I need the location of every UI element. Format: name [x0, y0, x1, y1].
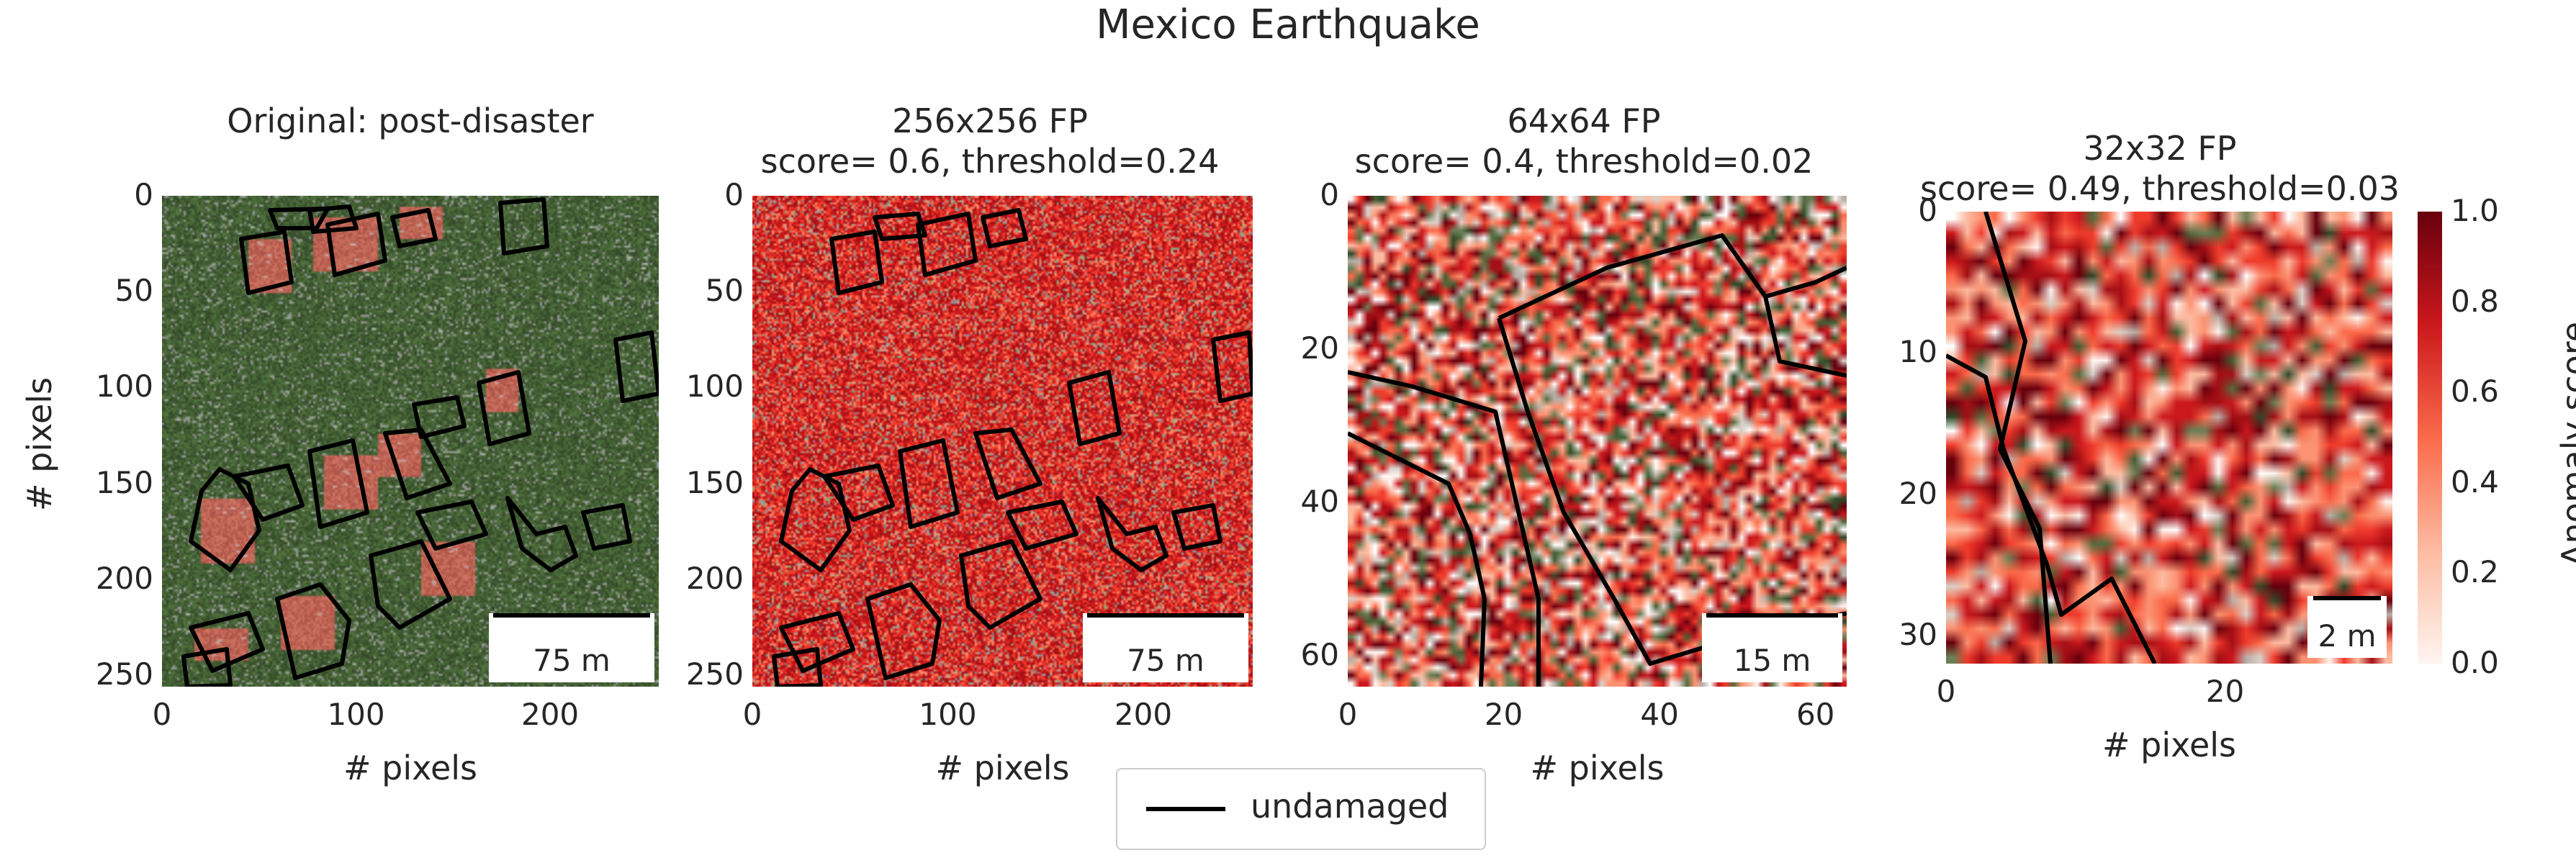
- panel-1-ylabel: # pixels: [20, 377, 59, 511]
- colorbar-tick-label: 0.6: [2451, 374, 2499, 410]
- y-tick-label: 10: [1899, 334, 1937, 370]
- y-tick-label: 0: [724, 177, 744, 212]
- x-tick-label: 0: [742, 697, 762, 732]
- scale-bar-label: 75 m: [533, 643, 611, 678]
- y-tick-label: 0: [134, 177, 153, 212]
- x-tick-label: 20: [2205, 674, 2245, 709]
- x-tick-label: 0: [1936, 674, 1956, 709]
- x-tick-label: 100: [919, 697, 977, 732]
- y-tick-label: 60: [1300, 637, 1339, 673]
- colorbar-tick-label: 0.8: [2451, 283, 2499, 319]
- panel-3-title-line1: 64x64 FP: [1507, 101, 1661, 140]
- y-tick-label: 150: [95, 464, 153, 500]
- panel-1-xlabel: # pixels: [343, 749, 477, 787]
- building-outlines: [181, 197, 659, 687]
- y-tick-label: 0: [1320, 177, 1339, 212]
- panel-4-title-line2: score= 0.49, threshold=0.03: [1919, 169, 2400, 208]
- y-tick-label: 250: [685, 656, 744, 692]
- y-tick-label: 200: [685, 560, 744, 596]
- panel-4-anomaly-image: 2 m: [1946, 212, 2392, 664]
- scale-bar: 2 m: [2307, 596, 2387, 658]
- panel-3-title-line2: score= 0.4, threshold=0.02: [1354, 142, 1814, 181]
- figure-title: Mexico Earthquake: [1096, 1, 1480, 48]
- scale-bar-label: 15 m: [1733, 643, 1811, 678]
- panel-4-title-line1: 32x32 FP: [2083, 129, 2237, 168]
- scale-bar: 15 m: [1702, 613, 1842, 682]
- colorbar-tick-label: 0.4: [2451, 464, 2499, 500]
- colorbar-tick-label: 0.2: [2451, 554, 2499, 590]
- panel-1-title: Original: post-disaster: [227, 101, 594, 140]
- colorbar-label: Anomaly score: [2554, 322, 2576, 566]
- anomaly-map-canvas: [1946, 212, 2392, 664]
- legend-label: undamaged: [1251, 787, 1449, 826]
- panel-2-title-line2: score= 0.6, threshold=0.24: [760, 142, 1220, 181]
- building-outlines: [772, 208, 1253, 687]
- panel-2-anomaly-image: 75 m: [752, 196, 1253, 687]
- scale-bar: 75 m: [489, 613, 654, 682]
- panel-2-xlabel: # pixels: [935, 749, 1070, 787]
- colorbar-tick-label: 0.0: [2451, 645, 2499, 680]
- x-tick-label: 200: [521, 697, 580, 732]
- legend: undamaged: [1116, 768, 1486, 850]
- y-tick-label: 50: [114, 273, 153, 309]
- colorbar-tick-label: 1.0: [2451, 193, 2499, 228]
- anomaly-map-canvas: [1348, 196, 1847, 687]
- legend-line-swatch: [1146, 807, 1225, 811]
- panel-2-title-line1: 256x256 FP: [892, 101, 1088, 140]
- y-tick-label: 200: [95, 560, 153, 596]
- y-tick-label: 40: [1300, 484, 1339, 520]
- colorbar: [2418, 212, 2442, 664]
- scale-bar-label: 2 m: [2318, 618, 2377, 654]
- building-outlines: [1946, 212, 2157, 664]
- panel-1-satellite-image: 75 m: [162, 196, 659, 687]
- x-tick-label: 40: [1640, 697, 1679, 732]
- scale-bar-label: 75 m: [1127, 643, 1204, 678]
- scale-bar: 75 m: [1083, 613, 1248, 682]
- x-tick-label: 20: [1484, 697, 1523, 732]
- panel-4-xlabel: # pixels: [2102, 726, 2236, 764]
- y-tick-label: 100: [95, 369, 153, 405]
- y-tick-label: 30: [1899, 616, 1937, 652]
- x-tick-label: 60: [1796, 697, 1835, 732]
- panel-3-anomaly-image: 15 m: [1348, 196, 1847, 687]
- y-tick-label: 20: [1300, 330, 1339, 366]
- y-tick-label: 250: [95, 656, 153, 692]
- x-tick-label: 0: [1338, 697, 1358, 732]
- x-tick-label: 100: [327, 697, 385, 732]
- x-tick-label: 200: [1114, 697, 1173, 732]
- panel-3-xlabel: # pixels: [1530, 749, 1665, 787]
- y-tick-label: 20: [1899, 475, 1937, 511]
- y-tick-label: 100: [685, 369, 744, 405]
- y-tick-label: 50: [705, 273, 744, 309]
- y-tick-label: 0: [1918, 193, 1937, 228]
- y-tick-label: 150: [685, 464, 744, 500]
- x-tick-label: 0: [152, 697, 172, 732]
